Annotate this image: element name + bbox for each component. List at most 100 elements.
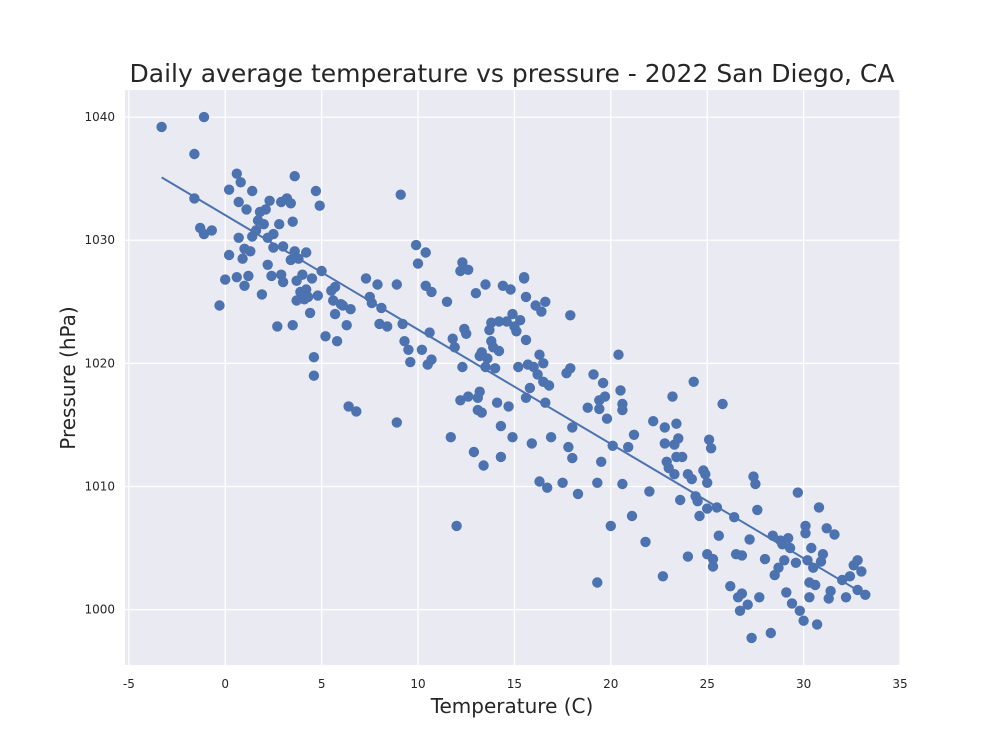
data-point xyxy=(742,599,753,610)
data-point xyxy=(725,581,736,592)
data-point xyxy=(534,476,545,487)
data-point xyxy=(461,328,472,339)
data-point xyxy=(705,443,717,454)
data-point xyxy=(810,579,821,591)
data-point xyxy=(297,269,308,280)
x-tick-label: -5 xyxy=(123,677,135,691)
data-point xyxy=(659,422,670,433)
data-point xyxy=(592,577,603,588)
data-point xyxy=(524,382,536,394)
data-point xyxy=(688,376,699,387)
data-point xyxy=(189,148,200,160)
data-point xyxy=(673,433,684,444)
data-point xyxy=(526,438,537,449)
data-point xyxy=(540,296,551,307)
x-tick-label: 5 xyxy=(318,677,326,691)
data-point xyxy=(518,273,530,284)
data-point xyxy=(245,246,256,257)
data-point xyxy=(482,353,493,364)
data-point xyxy=(623,441,634,453)
data-point xyxy=(563,441,574,453)
y-tick-label: 1040 xyxy=(84,110,115,124)
data-point xyxy=(463,264,474,275)
data-point xyxy=(817,549,829,560)
x-tick-label: 25 xyxy=(700,677,715,691)
data-point xyxy=(786,598,798,609)
data-point xyxy=(644,486,655,497)
data-point xyxy=(806,542,817,554)
data-point xyxy=(476,407,487,418)
data-point xyxy=(478,460,489,471)
data-point xyxy=(613,349,624,360)
data-point xyxy=(599,391,611,402)
data-point xyxy=(736,588,748,599)
data-point xyxy=(640,536,651,548)
data-point xyxy=(501,316,512,327)
data-point xyxy=(659,438,670,449)
data-point xyxy=(542,482,553,493)
data-point xyxy=(511,326,522,337)
data-point xyxy=(671,418,682,429)
y-tick-label: 1010 xyxy=(84,479,115,493)
data-point xyxy=(736,550,748,561)
data-point xyxy=(572,488,584,500)
data-point xyxy=(264,195,275,206)
data-point xyxy=(515,315,526,326)
data-point xyxy=(592,477,603,488)
y-tick-label: 1030 xyxy=(84,233,115,247)
data-point xyxy=(648,416,659,427)
data-point xyxy=(260,204,271,215)
data-point xyxy=(328,295,339,306)
x-tick-label: 20 xyxy=(603,677,618,691)
data-point xyxy=(750,478,761,490)
x-axis-label: Temperature (C) xyxy=(430,694,594,718)
data-point xyxy=(426,286,437,298)
data-point xyxy=(420,247,431,258)
data-point xyxy=(545,432,557,443)
data-point xyxy=(351,406,362,417)
data-point xyxy=(657,571,669,582)
data-point xyxy=(206,225,217,236)
data-point xyxy=(567,422,578,433)
data-point xyxy=(790,557,802,568)
data-point xyxy=(669,469,680,480)
data-point xyxy=(617,404,628,416)
data-point xyxy=(455,265,466,277)
data-point xyxy=(372,279,383,290)
data-point xyxy=(686,473,697,485)
y-axis-label: Pressure (hPa) xyxy=(56,306,80,449)
data-point xyxy=(702,477,713,488)
data-point xyxy=(331,336,343,347)
data-point xyxy=(233,196,244,208)
data-point xyxy=(536,306,547,317)
data-point xyxy=(773,562,784,573)
x-tick-label: 15 xyxy=(507,677,522,691)
data-point xyxy=(241,204,252,215)
data-point xyxy=(543,380,555,391)
data-point xyxy=(507,308,518,320)
data-point xyxy=(703,434,715,445)
data-point xyxy=(594,403,605,415)
data-point xyxy=(285,254,296,266)
data-point xyxy=(829,529,840,540)
data-point xyxy=(565,310,576,321)
data-point xyxy=(779,555,790,566)
data-point xyxy=(223,184,235,195)
data-point xyxy=(274,219,285,230)
data-point xyxy=(601,413,613,424)
data-point xyxy=(198,228,210,240)
data-point xyxy=(495,451,507,463)
data-point xyxy=(588,369,599,380)
data-point xyxy=(744,534,755,545)
data-point xyxy=(754,592,765,603)
data-point xyxy=(717,398,728,410)
data-point xyxy=(289,171,300,182)
data-point xyxy=(794,605,805,616)
data-point xyxy=(503,401,514,412)
data-point xyxy=(707,561,719,572)
data-point xyxy=(455,395,466,406)
data-point xyxy=(329,281,341,293)
data-point xyxy=(308,352,320,363)
data-point xyxy=(493,316,505,327)
